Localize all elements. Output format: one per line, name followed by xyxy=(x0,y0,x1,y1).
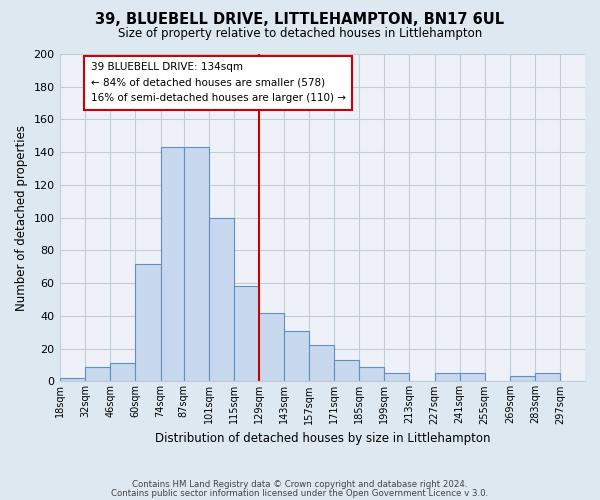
Bar xyxy=(259,312,284,382)
Text: 39 BLUEBELL DRIVE: 134sqm
← 84% of detached houses are smaller (578)
16% of semi: 39 BLUEBELL DRIVE: 134sqm ← 84% of detac… xyxy=(91,62,346,104)
Bar xyxy=(234,286,259,382)
Bar xyxy=(385,373,409,382)
Bar xyxy=(284,330,309,382)
Bar xyxy=(110,364,136,382)
Bar xyxy=(60,378,85,382)
Bar xyxy=(460,373,485,382)
Text: Size of property relative to detached houses in Littlehampton: Size of property relative to detached ho… xyxy=(118,28,482,40)
Bar xyxy=(309,346,334,382)
Bar xyxy=(334,360,359,382)
Bar xyxy=(209,218,234,382)
Text: 39, BLUEBELL DRIVE, LITTLEHAMPTON, BN17 6UL: 39, BLUEBELL DRIVE, LITTLEHAMPTON, BN17 … xyxy=(95,12,505,28)
X-axis label: Distribution of detached houses by size in Littlehampton: Distribution of detached houses by size … xyxy=(155,432,490,445)
Bar xyxy=(161,148,184,382)
Bar xyxy=(535,373,560,382)
Text: Contains HM Land Registry data © Crown copyright and database right 2024.: Contains HM Land Registry data © Crown c… xyxy=(132,480,468,489)
Bar xyxy=(434,373,460,382)
Text: Contains public sector information licensed under the Open Government Licence v : Contains public sector information licen… xyxy=(112,489,488,498)
Bar xyxy=(184,148,209,382)
Bar xyxy=(510,376,535,382)
Bar xyxy=(85,366,110,382)
Bar xyxy=(136,264,161,382)
Bar xyxy=(359,366,385,382)
Y-axis label: Number of detached properties: Number of detached properties xyxy=(15,124,28,310)
